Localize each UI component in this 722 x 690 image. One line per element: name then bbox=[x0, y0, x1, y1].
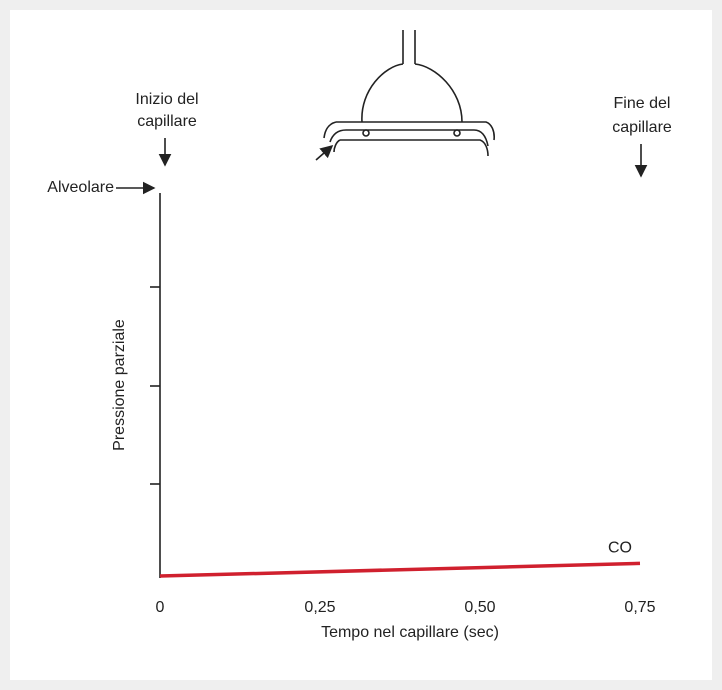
x-axis-label: Tempo nel capillare (sec) bbox=[321, 624, 499, 641]
x-tick-label: 0 bbox=[156, 599, 165, 616]
line bbox=[159, 561, 641, 578]
x-tick-label: 0,50 bbox=[464, 599, 495, 616]
annotation: Fine del bbox=[614, 95, 671, 112]
x-tick-label: 0,25 bbox=[304, 599, 335, 616]
capillary-illustration bbox=[315, 30, 495, 161]
annotation: capillare bbox=[612, 119, 672, 136]
annotation: Inizio del bbox=[135, 91, 198, 108]
annotation: Alveolare bbox=[47, 179, 114, 196]
y-axis-label: Pressione parziale bbox=[111, 319, 128, 451]
legend-label: CO bbox=[608, 540, 632, 557]
x-tick-label: 0,75 bbox=[624, 599, 655, 616]
annotation: capillare bbox=[137, 113, 197, 130]
